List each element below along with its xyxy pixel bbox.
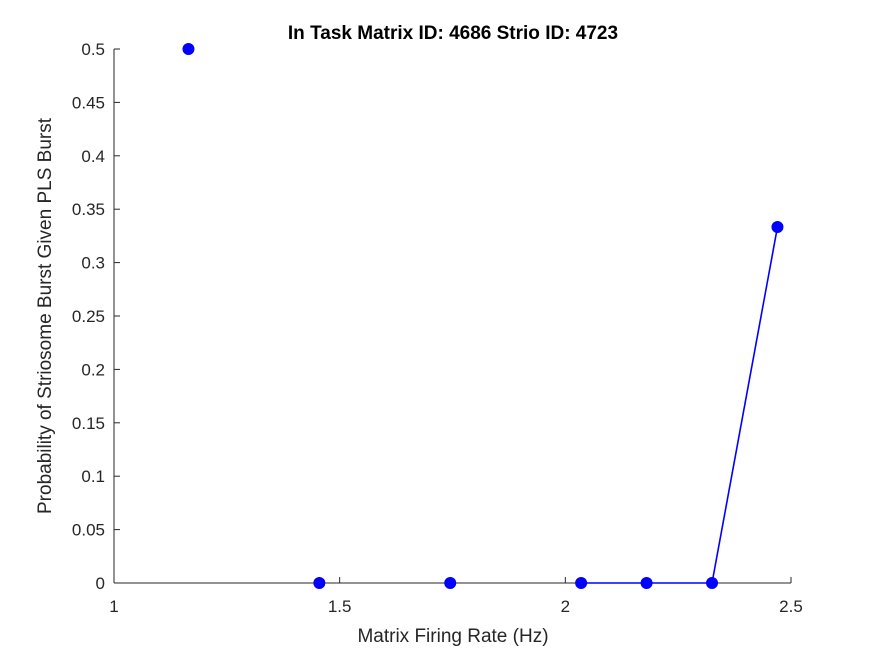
y-tick-label: 0.45 — [72, 93, 105, 112]
y-axis-label: Probability of Striosome Burst Given PLS… — [35, 117, 56, 514]
data-point — [706, 577, 719, 589]
y-ticks: 0 0.05 0.1 0.15 0.2 0.25 0.3 0.35 0.4 0.45 0.5 — [72, 40, 120, 593]
y-tick-label: 0 — [96, 574, 105, 593]
y-tick-label: 0.4 — [81, 147, 105, 166]
y-tick-label: 0.3 — [81, 254, 105, 273]
x-tick-label: 1.5 — [328, 597, 352, 616]
x-tick-label: 1 — [109, 597, 118, 616]
y-tick-label: 0.25 — [72, 307, 105, 326]
chart-title: In Task Matrix ID: 4686 Strio ID: 4723 — [288, 23, 618, 44]
series-line-segment — [711, 226, 779, 584]
series-lines — [581, 226, 779, 584]
series-points — [182, 43, 784, 589]
x-tick-label: 2.5 — [779, 597, 803, 616]
y-tick-label: 0.05 — [72, 521, 105, 540]
data-point — [444, 577, 457, 589]
x-ticks: 1 1.5 2 2.5 — [109, 577, 803, 616]
y-tick-label: 0.15 — [72, 414, 105, 433]
y-tick-label: 0.1 — [81, 467, 105, 486]
y-tick-label: 0.5 — [81, 40, 105, 59]
data-point — [771, 221, 784, 234]
data-point — [640, 577, 653, 589]
data-point — [182, 43, 195, 55]
x-tick-label: 2 — [561, 597, 570, 616]
y-tick-label: 0.35 — [72, 200, 105, 219]
axes — [113, 49, 791, 584]
data-point — [575, 577, 588, 589]
data-point — [313, 577, 326, 589]
x-axis-label: Matrix Firing Rate (Hz) — [357, 626, 548, 647]
y-tick-label: 0.2 — [81, 360, 105, 379]
